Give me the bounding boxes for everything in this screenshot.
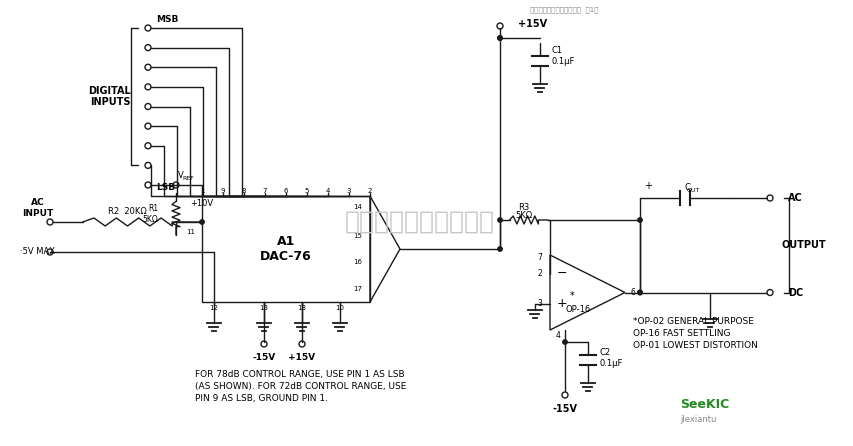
Text: REF: REF: [182, 177, 194, 182]
Text: MSB: MSB: [156, 16, 178, 25]
Text: V: V: [177, 170, 183, 179]
Text: −: −: [556, 267, 566, 280]
Text: 12: 12: [209, 305, 218, 311]
Text: 控制电路中的二阶控制电路  第1张: 控制电路中的二阶控制电路 第1张: [530, 6, 598, 12]
Text: OP-01 LOWEST DISTORTION: OP-01 LOWEST DISTORTION: [632, 342, 757, 351]
Text: 5KΩ: 5KΩ: [515, 211, 532, 219]
Text: 4: 4: [555, 330, 560, 339]
Text: 17: 17: [353, 286, 362, 292]
Circle shape: [637, 218, 641, 222]
Text: 14: 14: [353, 204, 362, 210]
Text: C: C: [683, 183, 689, 193]
Text: R1
5KΩ: R1 5KΩ: [142, 204, 158, 224]
Text: 2: 2: [368, 188, 372, 194]
Text: 8: 8: [241, 188, 246, 194]
Text: 11: 11: [186, 229, 194, 235]
Text: -15V: -15V: [252, 352, 276, 362]
Circle shape: [200, 220, 204, 224]
Text: 杭州消突科技有限公司: 杭州消突科技有限公司: [345, 210, 495, 234]
Text: AC
INPUT: AC INPUT: [22, 198, 54, 218]
Text: 15: 15: [353, 233, 362, 240]
Text: 13: 13: [259, 305, 268, 311]
Text: A1
DAC-76: A1 DAC-76: [260, 235, 311, 263]
Text: *OP-02 GENERAL PURPOSE: *OP-02 GENERAL PURPOSE: [632, 318, 753, 326]
Circle shape: [497, 36, 502, 40]
Text: +10V: +10V: [189, 198, 213, 207]
Text: +15V: +15V: [288, 352, 316, 362]
Circle shape: [497, 247, 502, 251]
Text: jlexiantu: jlexiantu: [679, 415, 716, 424]
Text: OP-16 FAST SETTLING: OP-16 FAST SETTLING: [632, 330, 729, 339]
Text: 9: 9: [220, 188, 225, 194]
Text: PIN 9 AS LSB, GROUND PIN 1.: PIN 9 AS LSB, GROUND PIN 1.: [194, 393, 328, 402]
Text: FOR 78dB CONTROL RANGE, USE PIN 1 AS LSB: FOR 78dB CONTROL RANGE, USE PIN 1 AS LSB: [194, 369, 404, 379]
Text: C1
0.1μF: C1 0.1μF: [551, 46, 575, 66]
Text: SeeKIC: SeeKIC: [679, 398, 728, 411]
Bar: [202, 196, 369, 302]
Text: DC: DC: [787, 288, 803, 297]
Text: +15V: +15V: [518, 19, 547, 29]
Text: 3: 3: [537, 299, 542, 308]
Text: (AS SHOWN). FOR 72dB CONTROL RANGE, USE: (AS SHOWN). FOR 72dB CONTROL RANGE, USE: [194, 381, 406, 391]
Text: 1: 1: [200, 188, 204, 194]
Text: 6: 6: [630, 288, 635, 297]
Text: 6: 6: [283, 188, 288, 194]
Text: -15V: -15V: [552, 404, 577, 414]
Text: 5: 5: [305, 188, 309, 194]
Text: R3: R3: [518, 203, 529, 212]
Text: 4: 4: [326, 188, 330, 194]
Text: LSB: LSB: [156, 182, 175, 191]
Text: 18: 18: [297, 305, 306, 311]
Text: 3: 3: [346, 188, 351, 194]
Text: OUT: OUT: [686, 189, 699, 194]
Circle shape: [497, 36, 502, 40]
Text: 10: 10: [335, 305, 344, 311]
Circle shape: [637, 290, 641, 295]
Text: 2: 2: [537, 269, 542, 278]
Text: 7: 7: [263, 188, 267, 194]
Text: 7: 7: [537, 252, 542, 261]
Text: +: +: [643, 181, 651, 191]
Circle shape: [637, 290, 641, 295]
Text: +: +: [556, 297, 566, 310]
Text: C2
0.1μF: C2 0.1μF: [600, 348, 623, 368]
Text: ·5V MAX: ·5V MAX: [20, 248, 55, 256]
Text: R2  20KΩ: R2 20KΩ: [108, 207, 147, 216]
Text: OP-16: OP-16: [565, 305, 590, 314]
Text: OUTPUT: OUTPUT: [780, 240, 826, 250]
Circle shape: [562, 340, 566, 344]
Text: *: *: [569, 291, 574, 301]
Circle shape: [497, 218, 502, 222]
Text: 16: 16: [353, 259, 362, 265]
Text: DIGITAL
INPUTS: DIGITAL INPUTS: [89, 86, 131, 107]
Text: AC: AC: [787, 193, 802, 203]
